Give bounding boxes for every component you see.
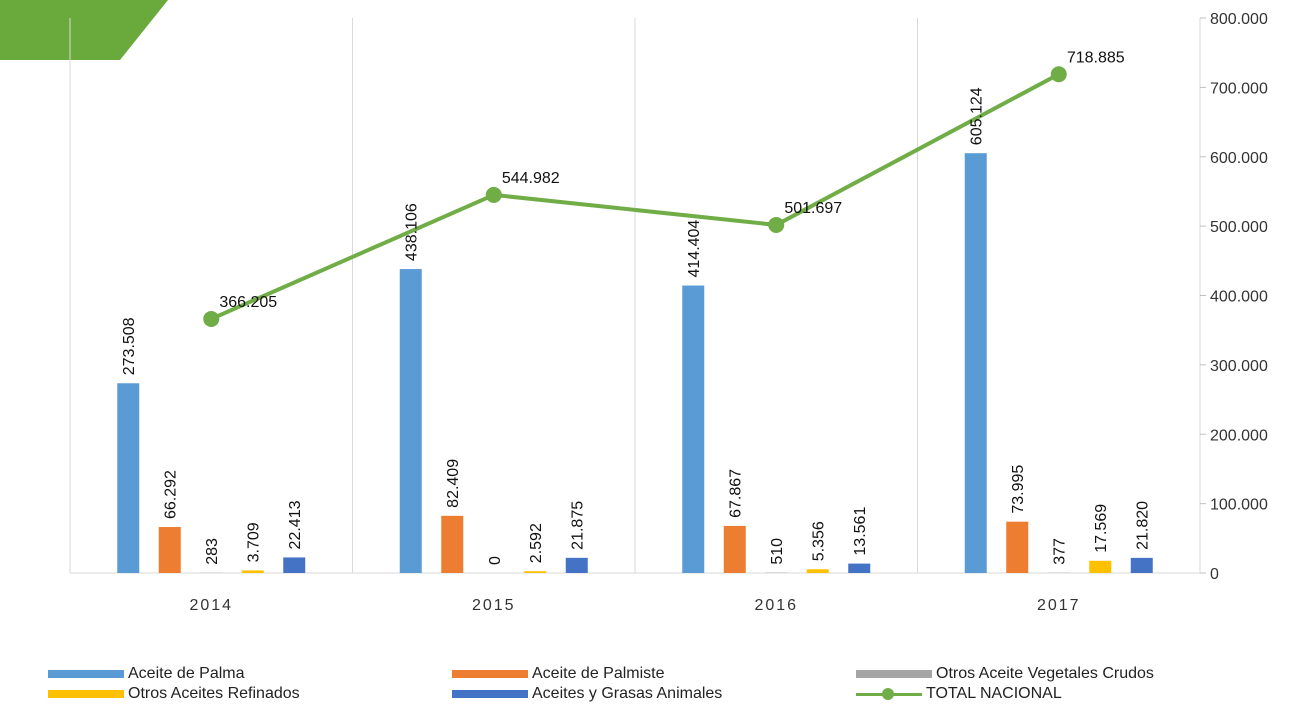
y-tick-label: 100.000: [1210, 497, 1268, 514]
y-tick-label: 500.000: [1210, 219, 1268, 236]
bar-value-label: 82.409: [445, 459, 462, 508]
bar: [682, 285, 705, 573]
bar-value-label: 414.404: [686, 220, 703, 278]
y-tick-label: 600.000: [1210, 150, 1268, 167]
bar-value-label: 3.709: [246, 522, 263, 562]
total-line-label: 718.885: [1067, 49, 1125, 66]
bar: [964, 153, 987, 573]
legend-item-aceite-de-palma[interactable]: Aceite de Palma: [48, 664, 245, 684]
legend-label: TOTAL NACIONAL: [926, 685, 1062, 702]
y-tick-label: 800.000: [1210, 11, 1268, 28]
legend-swatch: [452, 690, 528, 698]
bar: [1089, 560, 1112, 573]
total-line-point: [203, 310, 220, 327]
legend-label: Aceite de Palma: [128, 665, 245, 682]
bar: [565, 557, 588, 573]
legend-swatch: [48, 690, 124, 698]
legend-swatch: [452, 670, 528, 678]
y-tick-label: 200.000: [1210, 427, 1268, 444]
bar-value-label: 0: [487, 556, 504, 565]
bar: [441, 515, 464, 573]
legend: Aceite de Palma Otros Aceites Refinados …: [48, 664, 1288, 706]
bar-value-label: 66.292: [163, 470, 180, 519]
corner-accent: [0, 0, 168, 60]
bar-value-label: 510: [769, 538, 786, 565]
legend-label: Otros Aceite Vegetales Crudos: [936, 665, 1154, 682]
legend-item-aceite-de-palmiste[interactable]: Aceite de Palmiste: [452, 664, 665, 684]
bar-value-label: 21.875: [570, 501, 587, 550]
bar: [723, 525, 746, 573]
x-tick-label: 2017: [1037, 597, 1081, 614]
bar-value-label: 73.995: [1010, 465, 1027, 514]
bar: [524, 571, 547, 573]
total-line-point: [485, 186, 502, 203]
y-axis: 0 100.000 200.000 300.000 400.000 500.000 600.…: [1200, 11, 1268, 583]
legend-line-swatch: [856, 687, 922, 701]
total-line-point: [1050, 66, 1067, 83]
total-line-point: [768, 216, 785, 233]
x-tick-label: 2015: [472, 597, 516, 614]
legend-label: Aceites y Grasas Animales: [532, 685, 723, 702]
bar-value-label: 21.820: [1135, 501, 1152, 550]
legend-label: Aceite de Palmiste: [532, 665, 665, 682]
x-axis: 2014 2015 2016 2017: [189, 597, 1081, 614]
y-tick-label: 300.000: [1210, 358, 1268, 375]
legend-label: Otros Aceites Refinados: [128, 685, 300, 702]
bar: [399, 269, 422, 573]
chart: 273.508 438.106 414.404 605.124 66.292 82.409…: [0, 0, 1268, 614]
bar-value-label: 273.508: [121, 317, 138, 375]
bar-value-label: 67.867: [728, 469, 745, 518]
total-line-label: 544.982: [502, 170, 560, 187]
bar: [1130, 557, 1153, 573]
bar-value-label: 17.569: [1093, 504, 1110, 553]
bar: [283, 557, 306, 573]
total-line: [203, 66, 1067, 327]
bar-value-label: 2.592: [528, 523, 545, 563]
bar-value-label: 22.413: [287, 500, 304, 549]
legend-item-total-nacional[interactable]: TOTAL NACIONAL: [856, 684, 1062, 704]
bar-value-label: 377: [1052, 538, 1069, 565]
bar-value-label: 5.356: [811, 521, 828, 561]
bar: [806, 569, 829, 573]
y-tick-label: 0: [1210, 566, 1219, 583]
bar: [117, 383, 140, 573]
y-tick-label: 700.000: [1210, 80, 1268, 97]
bar-marks: [117, 153, 1153, 573]
legend-swatch: [48, 670, 124, 678]
bar: [848, 563, 871, 573]
y-tick-label: 400.000: [1210, 289, 1268, 306]
legend-item-otros-aceite-vegetales-crudos[interactable]: Otros Aceite Vegetales Crudos: [856, 664, 1154, 684]
total-line-label: 366.205: [219, 294, 277, 311]
total-line-path: [210, 72, 1060, 321]
bar-value-label: 438.106: [404, 203, 421, 261]
bar: [241, 570, 264, 573]
legend-swatch: [856, 670, 932, 678]
bar-value-label: 13.561: [852, 507, 869, 556]
x-tick-label: 2014: [189, 597, 233, 614]
total-line-label: 501.697: [784, 200, 842, 217]
x-tick-label: 2016: [754, 597, 798, 614]
bar-value-label: 605.124: [969, 87, 986, 145]
data-labels: 273.508 438.106 414.404 605.124 66.292 82.409…: [121, 49, 1152, 565]
legend-item-aceites-y-grasas-animales[interactable]: Aceites y Grasas Animales: [452, 684, 722, 704]
bar: [158, 527, 181, 573]
legend-item-otros-aceites-refinados[interactable]: Otros Aceites Refinados: [48, 684, 300, 704]
bar-value-label: 283: [204, 538, 221, 565]
bar: [1006, 521, 1029, 573]
